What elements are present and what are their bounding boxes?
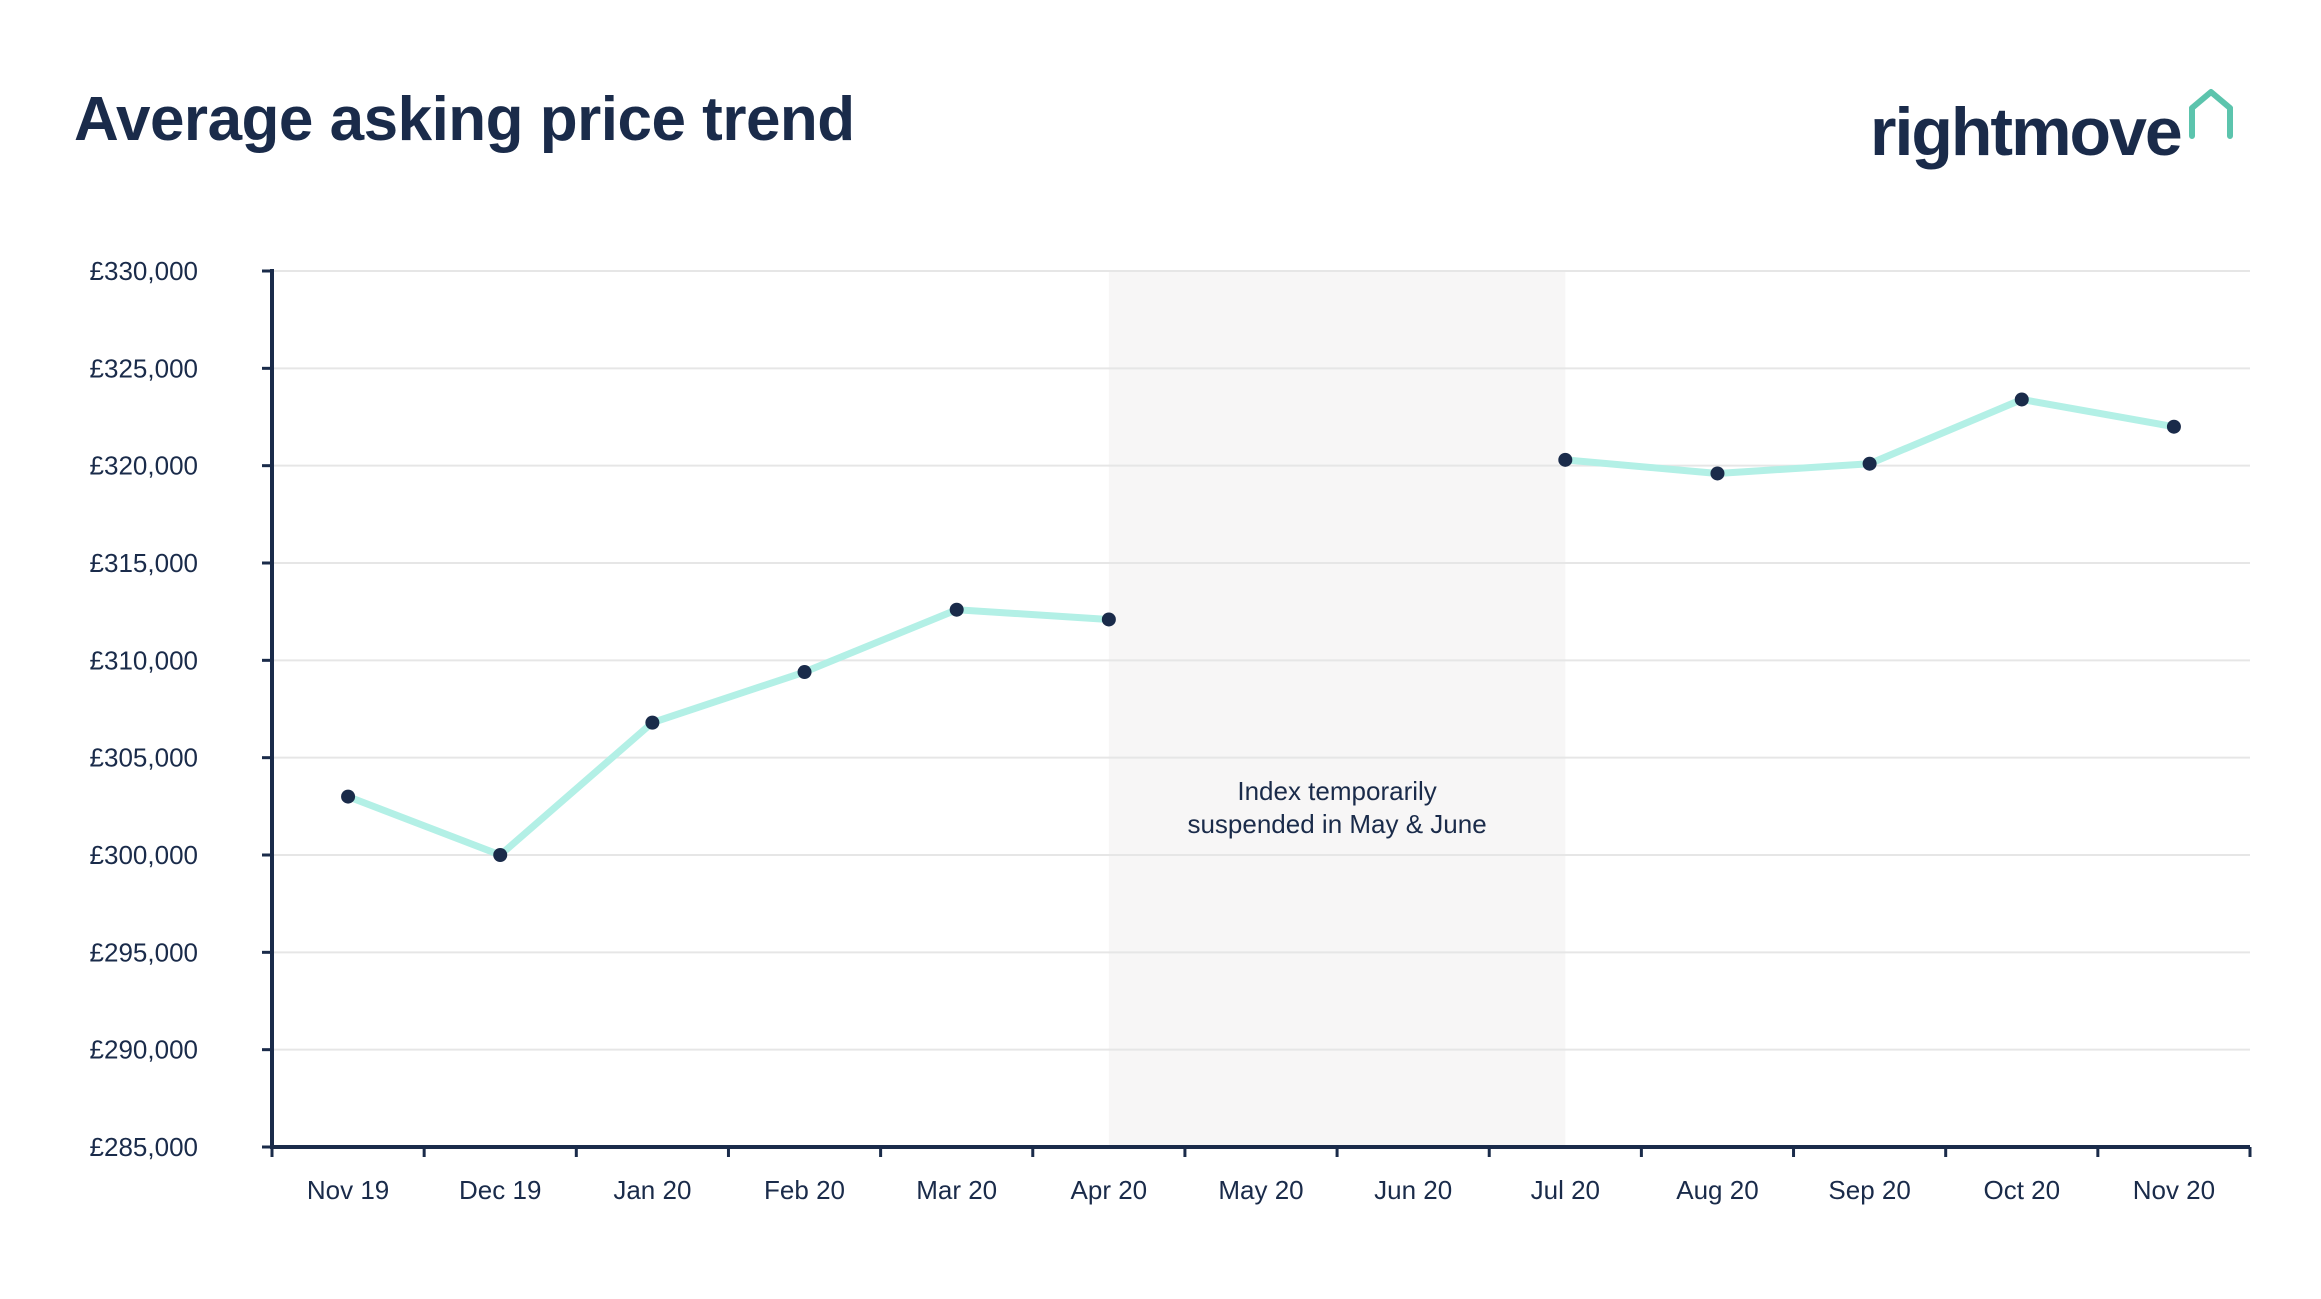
x-tick-label: Jun 20: [1374, 1175, 1452, 1205]
x-tick-label: Oct 20: [1983, 1175, 2060, 1205]
y-tick-label: £330,000: [90, 256, 198, 286]
x-tick-label: Mar 20: [916, 1175, 997, 1205]
x-tick-label: Nov 20: [2133, 1175, 2215, 1205]
y-tick-label: £310,000: [90, 645, 198, 675]
annotation-line-1: Index temporarily: [1237, 776, 1436, 806]
x-tick-label: Jan 20: [613, 1175, 691, 1205]
x-tick-label: Aug 20: [1676, 1175, 1758, 1205]
x-tick-label: Sep 20: [1828, 1175, 1910, 1205]
data-point: [1862, 456, 1877, 471]
suspended-region: [1108, 271, 1566, 1147]
y-tick-label: £285,000: [90, 1132, 198, 1162]
y-tick-label: £315,000: [90, 548, 198, 578]
chart-title: Average asking price trend: [74, 85, 855, 154]
y-tick-label: £320,000: [90, 451, 198, 481]
y-tick-label: £295,000: [90, 937, 198, 967]
data-point: [949, 602, 964, 617]
data-point: [797, 665, 812, 680]
data-point: [2166, 419, 2181, 434]
data-point: [2014, 392, 2029, 407]
house-outline-icon: [2188, 89, 2233, 139]
data-point: [493, 848, 508, 862]
x-tick-label: Nov 19: [307, 1175, 389, 1205]
rightmove-logo: rightmove: [1870, 82, 2235, 182]
y-tick-label: £300,000: [90, 840, 198, 870]
x-tick-label: Jul 20: [1531, 1175, 1600, 1205]
data-point: [645, 715, 660, 730]
data-point: [1710, 466, 1725, 481]
x-tick-label: Dec 19: [459, 1175, 541, 1205]
data-point: [341, 789, 356, 804]
data-point: [1101, 612, 1116, 627]
logo-text: rightmove: [1870, 94, 2183, 170]
x-tick-label: Feb 20: [764, 1175, 845, 1205]
series-line: [344, 606, 1113, 859]
y-tick-label: £290,000: [90, 1035, 198, 1065]
data-point: [1558, 452, 1573, 467]
x-tick-label: Apr 20: [1071, 1175, 1148, 1205]
x-tick-label: May 20: [1218, 1175, 1303, 1205]
y-tick-label: £305,000: [90, 743, 198, 773]
y-tick-label: £325,000: [90, 353, 198, 383]
annotation-line-2: suspended in May & June: [1187, 809, 1486, 839]
